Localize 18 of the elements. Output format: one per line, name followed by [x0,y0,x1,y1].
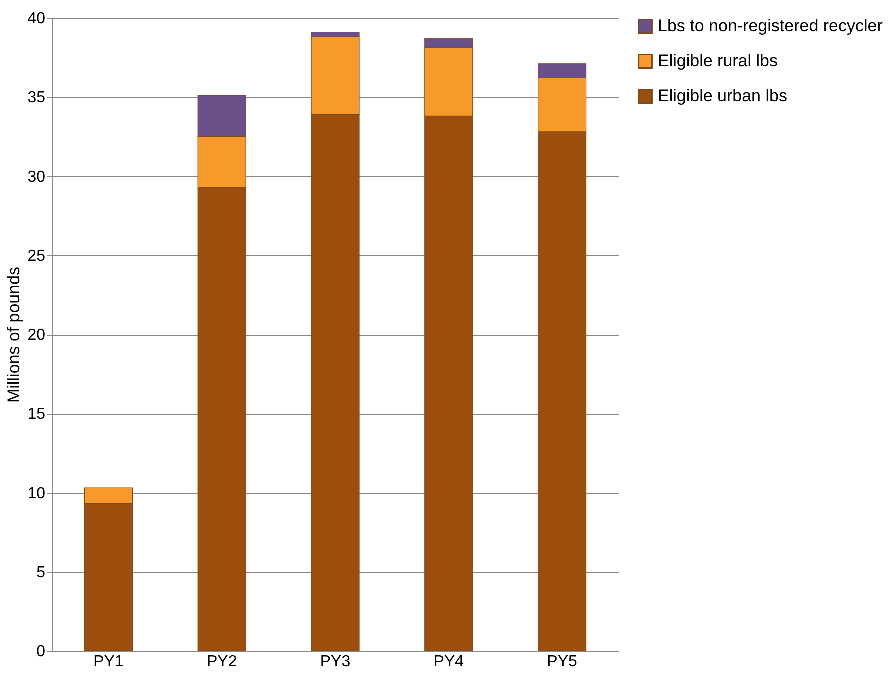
y-tick-label: 35 [28,90,46,107]
y-tick-label: 5 [36,564,46,582]
y-tick-label: 0 [36,644,46,660]
y-tick-label: 25 [28,248,46,265]
x-tick-label: PY2 [206,654,238,670]
x-tick-label: PY4 [434,654,464,670]
x-tick-label: PY1 [94,654,124,670]
y-tick-label: 15 [28,406,46,424]
legend-label: Eligible urban lbs [658,86,788,106]
y-axis-title: Millions of pounds [4,266,24,404]
x-tick-label: PY5 [547,654,578,670]
legend-label: Lbs to non-registered recycler [658,16,884,36]
y-tick-label: 30 [28,168,46,186]
legend-label: Eligible rural lbs [658,52,778,70]
y-tick-label: 20 [28,327,46,344]
x-tick-label: PY3 [320,654,351,670]
y-tick-label: 40 [28,10,46,28]
y-tick-label: 10 [28,485,46,502]
